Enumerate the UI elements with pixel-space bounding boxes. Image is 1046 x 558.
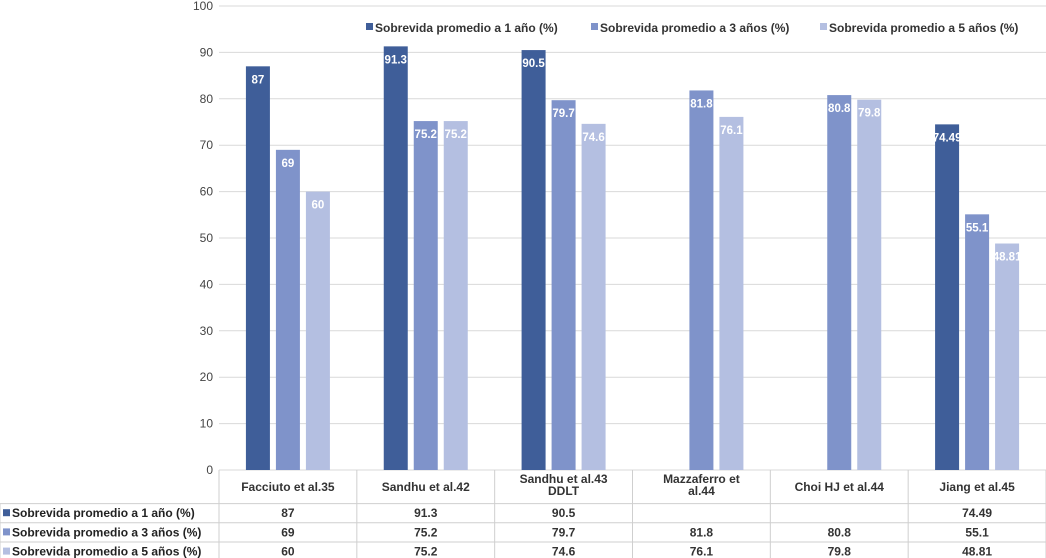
- data-label-s1-c3: 90.5: [522, 58, 545, 70]
- y-tick-label-80: 80: [200, 92, 214, 106]
- category-label-6: Jiang et al.45: [939, 480, 1015, 494]
- bar-s2-c3: [551, 100, 576, 470]
- category-label-4-line2: al.44: [688, 484, 715, 498]
- data-label-s3-c3: 74.6: [582, 132, 604, 144]
- table-series-label-1: Sobrevida promedio a 1 año (%): [12, 506, 195, 520]
- data-label-s3-c1: 60: [312, 200, 325, 212]
- data-label-s3-c4: 76.1: [720, 125, 743, 137]
- table-cell-s3-c2: 75.2: [414, 545, 438, 558]
- table-swatch-2: [3, 528, 10, 536]
- y-tick-label-20: 20: [200, 370, 214, 384]
- bar-s3-c1: [305, 191, 330, 470]
- bar-s3-c2: [443, 121, 468, 471]
- data-label-s1-c1: 87: [252, 74, 265, 86]
- data-label-s3-c5: 79.8: [858, 108, 881, 120]
- category-label-3-line1: Sandhu et al.43: [520, 472, 608, 486]
- data-label-s2-c3: 79.7: [552, 108, 574, 120]
- y-tick-label-50: 50: [200, 231, 214, 245]
- legend-label-2: Sobrevida promedio a 3 años (%): [600, 21, 789, 35]
- table-cell-s2-c4: 81.8: [690, 525, 714, 539]
- table-series-label-2: Sobrevida promedio a 3 años (%): [12, 525, 201, 539]
- category-label-4-line1: Mazzaferro et: [663, 472, 740, 486]
- bar-s1-c1: [245, 66, 270, 470]
- data-label-s2-c4: 81.8: [690, 98, 713, 110]
- category-label-1: Facciuto et al.35: [241, 480, 335, 494]
- bar-s2-c5: [827, 95, 852, 470]
- y-tick-label-30: 30: [200, 324, 214, 338]
- y-tick-label-100: 100: [193, 0, 213, 13]
- table-cell-s2-c6: 55.1: [965, 525, 989, 539]
- table-cell-s3-c5: 79.8: [828, 545, 852, 558]
- table-cell-s1-c6: 74.49: [962, 506, 992, 520]
- data-label-s2-c2: 75.2: [415, 129, 437, 141]
- table-cell-s3-c4: 76.1: [690, 545, 714, 558]
- y-tick-label-90: 90: [200, 45, 214, 59]
- table-cell-s3-c1: 60: [281, 545, 295, 558]
- table-cell-s1-c1: 87: [281, 506, 295, 520]
- table-cell-s3-c3: 74.6: [552, 545, 576, 558]
- legend-swatch-2: [591, 23, 598, 30]
- bar-s3-c3: [581, 123, 606, 470]
- legend-label-1: Sobrevida promedio a 1 año (%): [375, 21, 558, 35]
- bar-s1-c6: [935, 124, 960, 471]
- table-cell-s2-c3: 79.7: [552, 525, 576, 539]
- data-label-s1-c6: 74.49: [933, 132, 962, 144]
- bar-s1-c3: [521, 50, 546, 471]
- legend-swatch-1: [366, 23, 373, 30]
- bar-s2-c1: [275, 149, 300, 470]
- data-label-s2-c1: 69: [282, 158, 295, 170]
- bar-s1-c2: [383, 46, 408, 470]
- category-label-2: Sandhu et al.42: [382, 480, 470, 494]
- legend-label-3: Sobrevida promedio a 5 años (%): [829, 21, 1018, 35]
- table-cell-s2-c1: 69: [281, 525, 295, 539]
- y-tick-label-60: 60: [200, 185, 214, 199]
- table-swatch-1: [3, 509, 10, 517]
- data-label-s1-c2: 91.3: [385, 54, 407, 66]
- category-label-3-line2: DDLT: [548, 484, 580, 498]
- y-tick-label-40: 40: [200, 277, 214, 291]
- y-tick-label-0: 0: [206, 463, 213, 477]
- data-label-s3-c2: 75.2: [445, 129, 467, 141]
- bar-s3-c6: [995, 243, 1020, 470]
- bar-s2-c6: [965, 214, 990, 470]
- table-cell-s2-c5: 80.8: [828, 525, 852, 539]
- data-label-s2-c6: 55.1: [966, 222, 989, 234]
- legend-swatch-3: [820, 23, 827, 30]
- bar-s3-c4: [719, 116, 744, 471]
- y-tick-label-10: 10: [200, 417, 214, 431]
- table-cell-s2-c2: 75.2: [414, 525, 438, 539]
- data-label-s3-c6: 48.81: [993, 252, 1022, 264]
- table-cell-s1-c2: 91.3: [414, 506, 438, 520]
- data-label-s2-c5: 80.8: [828, 103, 851, 115]
- category-label-5: Choi HJ et al.44: [795, 480, 885, 494]
- table-series-label-3: Sobrevida promedio a 5 años (%): [12, 545, 201, 558]
- table-cell-s3-c6: 48.81: [962, 545, 992, 558]
- bar-s3-c5: [857, 99, 882, 470]
- table-swatch-3: [3, 547, 10, 555]
- bar-s2-c2: [413, 121, 438, 471]
- table-cell-s1-c3: 90.5: [552, 506, 576, 520]
- bar-s2-c4: [689, 90, 714, 470]
- y-tick-label-70: 70: [200, 138, 214, 152]
